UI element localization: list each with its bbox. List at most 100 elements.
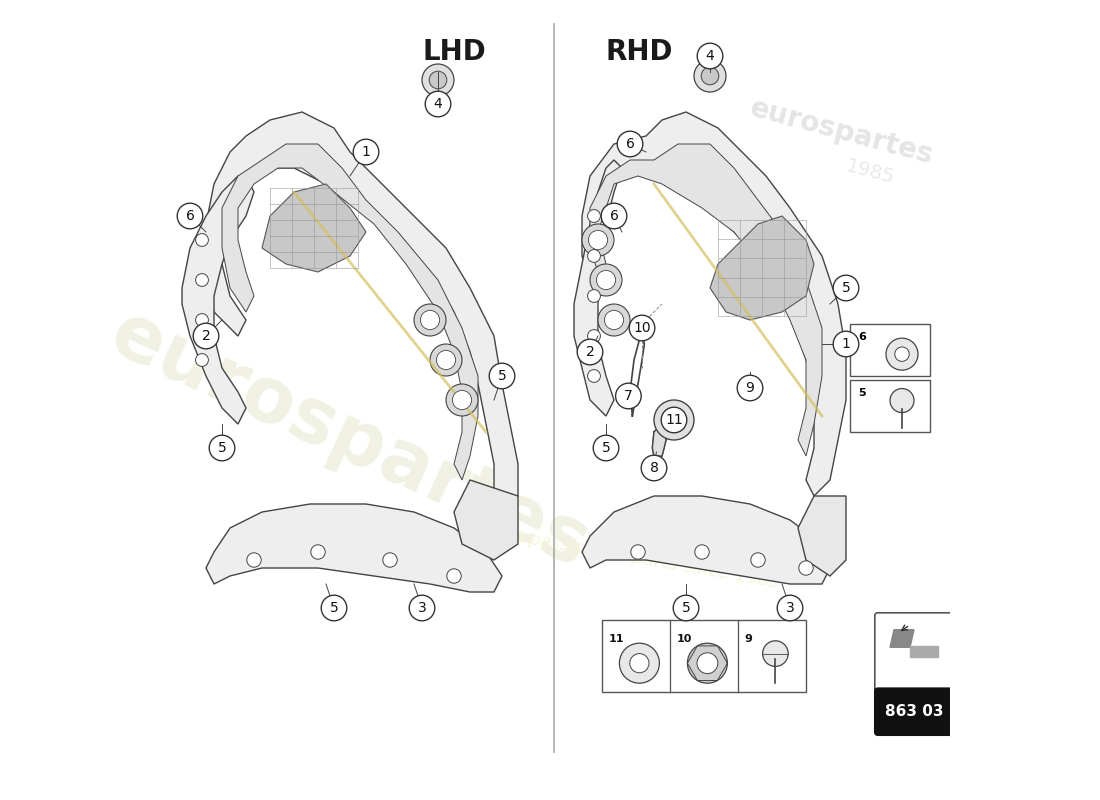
Circle shape	[446, 384, 478, 416]
Text: 5: 5	[497, 369, 506, 383]
Circle shape	[799, 561, 813, 575]
Polygon shape	[798, 496, 846, 576]
Polygon shape	[582, 496, 830, 584]
Text: 5: 5	[330, 601, 339, 615]
Text: 1: 1	[362, 145, 371, 159]
Text: 6: 6	[186, 209, 195, 223]
Circle shape	[654, 400, 694, 440]
Polygon shape	[574, 160, 622, 416]
Circle shape	[697, 43, 723, 69]
Circle shape	[619, 643, 659, 683]
Circle shape	[630, 654, 649, 673]
Circle shape	[587, 290, 601, 302]
Text: RHD: RHD	[606, 38, 673, 66]
Text: 3: 3	[785, 601, 794, 615]
Circle shape	[630, 545, 646, 559]
FancyBboxPatch shape	[850, 324, 930, 376]
Text: a passion for parts since 1985: a passion for parts since 1985	[510, 527, 781, 593]
Circle shape	[886, 338, 918, 370]
Circle shape	[383, 553, 397, 567]
Text: 1985: 1985	[844, 157, 896, 187]
Circle shape	[894, 347, 910, 362]
Circle shape	[587, 330, 601, 342]
Circle shape	[209, 435, 234, 461]
Polygon shape	[262, 184, 366, 272]
Circle shape	[582, 224, 614, 256]
FancyBboxPatch shape	[874, 613, 954, 694]
Circle shape	[663, 410, 684, 430]
Circle shape	[751, 553, 766, 567]
Circle shape	[177, 203, 202, 229]
Text: 10: 10	[634, 321, 651, 335]
Polygon shape	[652, 424, 666, 456]
Text: 2: 2	[201, 329, 210, 343]
Polygon shape	[206, 504, 502, 592]
Polygon shape	[206, 112, 518, 512]
Circle shape	[641, 455, 667, 481]
Circle shape	[246, 553, 261, 567]
Polygon shape	[582, 112, 846, 496]
FancyBboxPatch shape	[850, 380, 930, 432]
Circle shape	[196, 314, 208, 326]
Text: 11: 11	[608, 634, 624, 645]
Circle shape	[587, 210, 601, 222]
Circle shape	[447, 569, 461, 583]
Circle shape	[673, 595, 698, 621]
Circle shape	[590, 264, 621, 296]
Polygon shape	[454, 480, 518, 560]
Circle shape	[701, 67, 718, 85]
Circle shape	[695, 545, 710, 559]
Circle shape	[661, 407, 686, 433]
Circle shape	[452, 390, 472, 410]
Text: 5: 5	[842, 281, 850, 295]
Text: 9: 9	[745, 634, 752, 645]
Circle shape	[762, 641, 789, 666]
Text: 11: 11	[666, 413, 683, 427]
Text: 6: 6	[609, 209, 618, 223]
Circle shape	[598, 304, 630, 336]
Text: 863 03: 863 03	[884, 704, 944, 719]
Circle shape	[321, 595, 346, 621]
Polygon shape	[910, 646, 938, 657]
Text: 5: 5	[218, 441, 227, 455]
Circle shape	[196, 274, 208, 286]
Circle shape	[587, 250, 601, 262]
FancyBboxPatch shape	[602, 620, 806, 692]
Text: 10: 10	[676, 634, 692, 645]
Circle shape	[409, 595, 434, 621]
Polygon shape	[710, 216, 814, 320]
Circle shape	[778, 595, 803, 621]
Polygon shape	[890, 630, 914, 647]
Circle shape	[697, 653, 718, 674]
Text: 9: 9	[746, 381, 755, 395]
Circle shape	[420, 310, 440, 330]
Circle shape	[578, 339, 603, 365]
Text: 7: 7	[624, 389, 632, 403]
Circle shape	[353, 139, 378, 165]
Text: eurospartes: eurospartes	[99, 297, 601, 583]
Text: 1: 1	[842, 337, 850, 351]
Text: 6: 6	[626, 137, 635, 151]
Circle shape	[833, 331, 859, 357]
Circle shape	[694, 60, 726, 92]
Text: 4: 4	[433, 97, 442, 111]
Text: LHD: LHD	[422, 38, 486, 66]
Text: 5: 5	[682, 601, 691, 615]
Circle shape	[311, 545, 326, 559]
Text: 4: 4	[705, 49, 714, 63]
Text: 5: 5	[602, 441, 610, 455]
Circle shape	[196, 354, 208, 366]
Circle shape	[587, 370, 601, 382]
FancyBboxPatch shape	[874, 688, 954, 735]
Circle shape	[604, 310, 624, 330]
Circle shape	[429, 71, 447, 89]
Circle shape	[194, 323, 219, 349]
Circle shape	[490, 363, 515, 389]
Circle shape	[593, 435, 619, 461]
Circle shape	[737, 375, 762, 401]
Text: 2: 2	[585, 345, 594, 359]
Circle shape	[426, 91, 451, 117]
Circle shape	[422, 64, 454, 96]
Circle shape	[437, 350, 455, 370]
Polygon shape	[222, 144, 478, 480]
